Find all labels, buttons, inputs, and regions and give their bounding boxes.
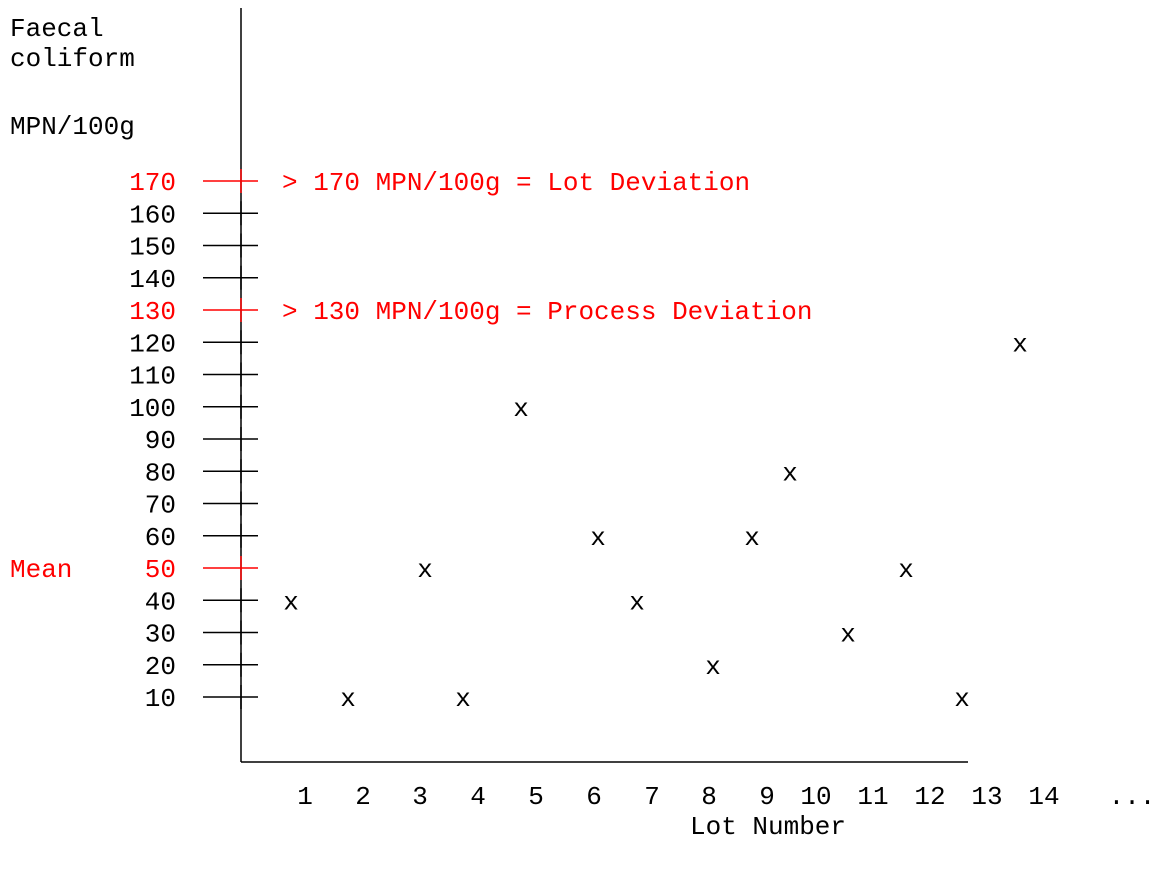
- data-point: x: [513, 394, 529, 424]
- x-tick-label: 13: [971, 782, 1002, 812]
- x-tick-label: 12: [914, 782, 945, 812]
- y-tick-label: 90: [145, 426, 176, 456]
- data-point: x: [455, 684, 471, 714]
- data-point: x: [954, 684, 970, 714]
- y-axis-label-line: Faecal: [10, 14, 104, 44]
- y-tick-label: 170: [129, 168, 176, 198]
- y-tick-label: 10: [145, 684, 176, 714]
- threshold-annotations: > 170 MPN/100g = Lot Deviation > 130 MPN/…: [10, 168, 813, 585]
- x-tick-label: 1: [297, 782, 313, 812]
- x-axis-label: Lot Number: [690, 812, 846, 842]
- data-point: x: [590, 523, 606, 553]
- threshold-label: > 170 MPN/100g = Lot Deviation: [282, 168, 750, 198]
- x-tick-label: 5: [528, 782, 544, 812]
- data-point: x: [283, 587, 299, 617]
- x-tick-label: 6: [586, 782, 602, 812]
- x-tick-label: 3: [412, 782, 428, 812]
- data-point: x: [1012, 329, 1028, 359]
- data-points: x x x x x x x x x x x x x x: [283, 329, 1028, 714]
- data-point: x: [705, 652, 721, 682]
- y-tick-label: 70: [145, 491, 176, 521]
- x-axis-continuation: ...: [1109, 782, 1156, 812]
- threshold-label: > 130 MPN/100g = Process Deviation: [282, 297, 813, 327]
- x-tick-label: 9: [759, 782, 775, 812]
- y-tick-label: 100: [129, 394, 176, 424]
- y-axis-ticks: 1701601501401301201101009080706050403020…: [129, 168, 258, 714]
- x-tick-label: 4: [470, 782, 486, 812]
- data-point: x: [340, 684, 356, 714]
- y-tick-label: 120: [129, 329, 176, 359]
- y-tick-label: 30: [145, 620, 176, 650]
- y-tick-label: 20: [145, 652, 176, 682]
- data-point: x: [629, 587, 645, 617]
- y-tick-label: 160: [129, 200, 176, 230]
- y-tick-label: 60: [145, 523, 176, 553]
- y-axis-label-line: MPN/100g: [10, 112, 135, 142]
- data-point: x: [840, 620, 856, 650]
- data-point: x: [744, 523, 760, 553]
- x-tick-label: 14: [1028, 782, 1059, 812]
- x-tick-label: 11: [857, 782, 888, 812]
- y-tick-label: 50: [145, 555, 176, 585]
- data-point: x: [782, 458, 798, 488]
- x-tick-label: 7: [644, 782, 660, 812]
- x-tick-label: 2: [355, 782, 371, 812]
- x-tick-label: 8: [701, 782, 717, 812]
- data-point: x: [898, 555, 914, 585]
- y-tick-label: 150: [129, 233, 176, 263]
- mean-label: Mean: [10, 555, 72, 585]
- y-tick-label: 110: [129, 362, 176, 392]
- y-tick-label: 130: [129, 297, 176, 327]
- data-point: x: [417, 555, 433, 585]
- x-tick-label: 10: [800, 782, 831, 812]
- y-tick-label: 140: [129, 265, 176, 295]
- x-axis-ticks: 1 2 3 4 5 6 7 8 9 10 11 12 13 14...: [297, 782, 1155, 812]
- axes: [240, 8, 968, 763]
- y-tick-label: 80: [145, 458, 176, 488]
- y-tick-label: 40: [145, 587, 176, 617]
- y-axis-label-line: coliform: [10, 44, 135, 74]
